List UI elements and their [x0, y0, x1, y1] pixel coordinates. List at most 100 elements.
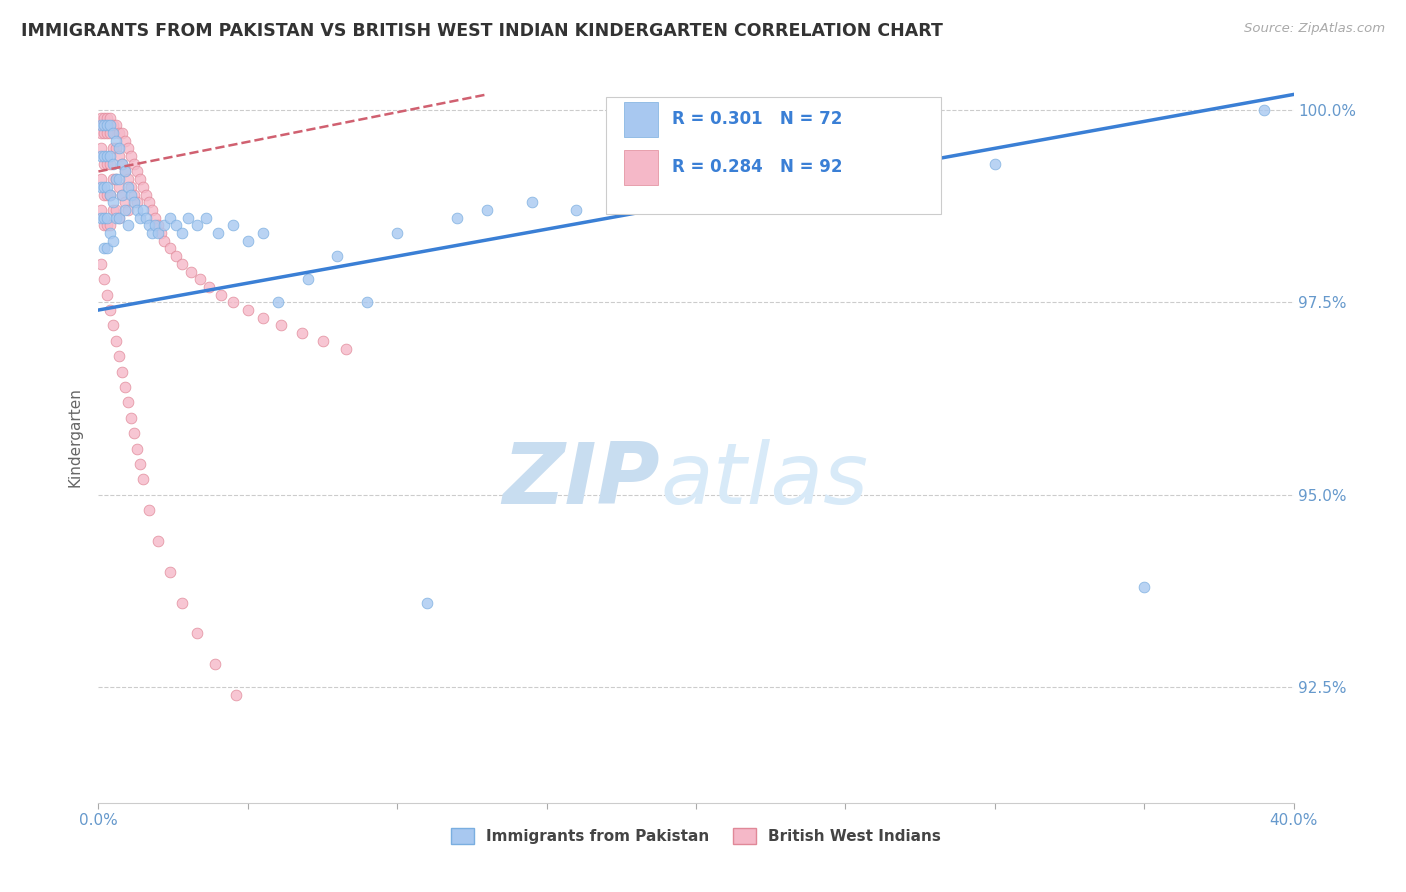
- Point: [297, 272, 319, 286]
- Y-axis label: Kindergarten: Kindergarten: [67, 387, 83, 487]
- Point: [195, 211, 218, 225]
- Point: [984, 157, 1007, 171]
- Point: [103, 126, 125, 140]
- Point: [98, 157, 122, 171]
- Point: [291, 326, 314, 340]
- Point: [148, 226, 170, 240]
- Point: [90, 118, 112, 132]
- Point: [96, 211, 118, 225]
- Point: [138, 503, 160, 517]
- Point: [93, 157, 115, 171]
- Point: [129, 172, 152, 186]
- Point: [143, 211, 166, 225]
- Point: [172, 596, 194, 610]
- Point: [93, 211, 115, 225]
- Point: [222, 295, 245, 310]
- Point: [105, 172, 128, 186]
- Point: [114, 164, 136, 178]
- Point: [159, 211, 181, 225]
- Point: [270, 318, 292, 333]
- Point: [132, 179, 155, 194]
- Point: [103, 318, 125, 333]
- Point: [98, 118, 122, 132]
- Point: [236, 234, 259, 248]
- Point: [108, 141, 131, 155]
- Point: [111, 126, 134, 140]
- Point: [204, 657, 226, 672]
- Point: [180, 264, 202, 278]
- Point: [117, 202, 139, 217]
- Point: [96, 157, 118, 171]
- Point: [127, 195, 149, 210]
- Point: [129, 211, 152, 225]
- Point: [96, 287, 118, 301]
- Point: [93, 111, 115, 125]
- Point: [124, 195, 146, 210]
- Point: [98, 303, 122, 318]
- Point: [90, 202, 112, 217]
- Point: [198, 280, 221, 294]
- Point: [98, 187, 122, 202]
- Point: [127, 202, 149, 217]
- Point: [120, 187, 142, 202]
- Point: [685, 187, 707, 202]
- Point: [111, 365, 134, 379]
- Point: [114, 134, 136, 148]
- Point: [90, 179, 112, 194]
- Point: [96, 111, 118, 125]
- Point: [114, 380, 136, 394]
- Point: [111, 157, 134, 171]
- Point: [111, 187, 134, 202]
- Point: [127, 164, 149, 178]
- Point: [103, 202, 125, 217]
- Point: [120, 179, 142, 194]
- Point: [177, 211, 200, 225]
- Point: [98, 111, 122, 125]
- Point: [103, 157, 125, 171]
- Point: [90, 172, 112, 186]
- Point: [108, 126, 131, 140]
- Point: [143, 219, 166, 233]
- Point: [446, 211, 468, 225]
- Point: [105, 334, 128, 348]
- Point: [111, 187, 134, 202]
- Point: [93, 149, 115, 163]
- Point: [93, 242, 115, 256]
- Point: [93, 179, 115, 194]
- Point: [108, 211, 131, 225]
- Point: [117, 219, 139, 233]
- Point: [105, 172, 128, 186]
- Point: [120, 149, 142, 163]
- Text: atlas: atlas: [661, 440, 868, 523]
- Point: [475, 202, 498, 217]
- Point: [93, 187, 115, 202]
- Point: [150, 226, 173, 240]
- Point: [153, 219, 176, 233]
- Point: [90, 211, 112, 225]
- Point: [98, 187, 122, 202]
- Point: [159, 565, 181, 579]
- Point: [132, 472, 155, 486]
- Point: [311, 334, 333, 348]
- Point: [114, 164, 136, 178]
- Point: [96, 187, 118, 202]
- Point: [148, 534, 170, 549]
- Point: [335, 342, 357, 356]
- Point: [105, 211, 128, 225]
- Point: [117, 395, 139, 409]
- Point: [416, 596, 439, 610]
- Point: [127, 442, 149, 456]
- Point: [117, 141, 139, 155]
- FancyBboxPatch shape: [606, 97, 941, 214]
- Point: [90, 141, 112, 155]
- Point: [114, 195, 136, 210]
- Point: [207, 226, 229, 240]
- Point: [626, 195, 648, 210]
- Point: [90, 149, 112, 163]
- Text: ZIP: ZIP: [502, 440, 661, 523]
- Point: [108, 172, 131, 186]
- FancyBboxPatch shape: [624, 102, 658, 137]
- Point: [356, 295, 378, 310]
- Point: [90, 126, 112, 140]
- Point: [252, 226, 274, 240]
